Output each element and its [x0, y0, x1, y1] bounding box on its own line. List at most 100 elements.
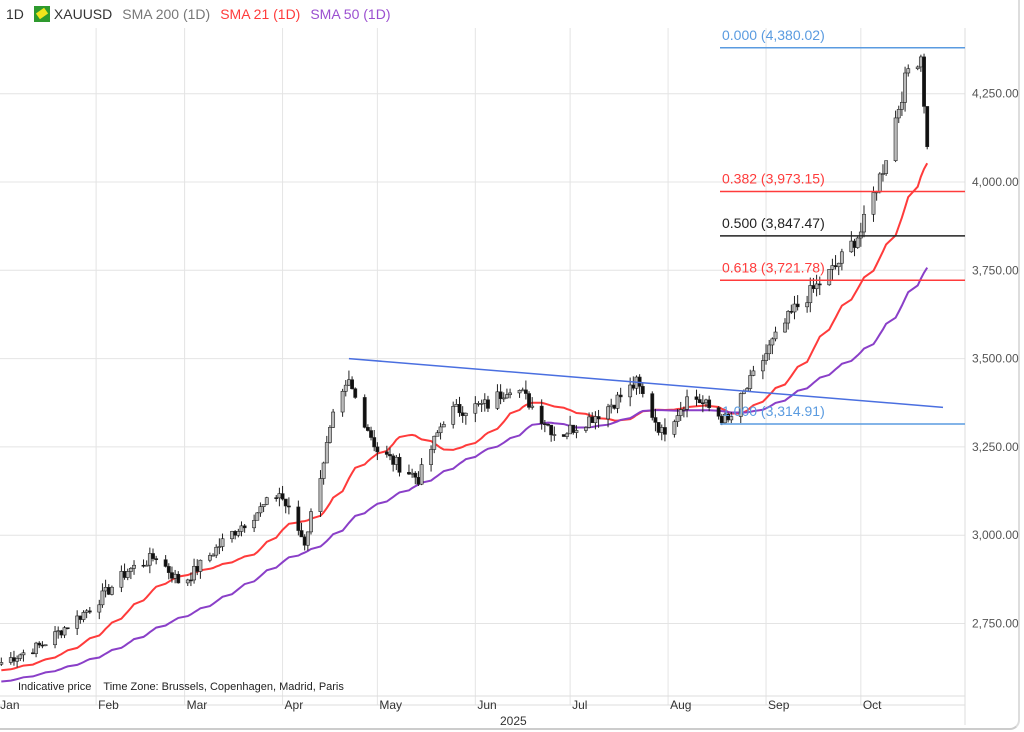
legend-sma200[interactable]: SMA 200 (1D) [122, 6, 211, 22]
candle [631, 384, 636, 389]
candle [751, 370, 756, 376]
candle [486, 399, 490, 409]
candle [0, 662, 4, 665]
candle [78, 615, 83, 620]
candle [151, 553, 155, 559]
candle [707, 399, 712, 408]
candle [328, 427, 332, 443]
candle [574, 430, 579, 433]
candle [539, 405, 544, 425]
sma-line-21 [1, 162, 929, 672]
candle [767, 344, 772, 355]
candle [128, 568, 133, 572]
candle [163, 559, 168, 567]
candle [309, 511, 313, 533]
month-label: Jan [0, 698, 20, 712]
candle [508, 392, 512, 395]
candle [397, 456, 402, 473]
candle [748, 375, 753, 389]
candle [429, 449, 433, 465]
candle [808, 285, 813, 304]
candle [100, 590, 105, 606]
candle [795, 303, 800, 308]
candle [198, 559, 203, 572]
candle [305, 531, 310, 546]
candle [353, 388, 358, 398]
candle [568, 424, 573, 435]
candle [770, 338, 775, 346]
candle [650, 393, 655, 418]
candle [416, 477, 421, 485]
candle [855, 237, 860, 248]
interval-label[interactable]: 1D [6, 6, 24, 22]
candle [242, 525, 247, 529]
candle [340, 391, 345, 413]
legend-sma50[interactable]: SMA 50 (1D) [310, 6, 391, 22]
candle [331, 411, 336, 428]
candle [125, 571, 130, 578]
month-label: Jun [477, 698, 497, 712]
candle [236, 531, 241, 536]
candle [694, 396, 699, 400]
candle [590, 416, 595, 424]
candle [672, 421, 677, 435]
candle [839, 251, 844, 264]
candle [362, 397, 367, 428]
candle [476, 403, 481, 405]
candle [97, 604, 102, 613]
legend-sma21[interactable]: SMA 21 (1D) [220, 6, 301, 22]
candle [53, 631, 57, 646]
candle [814, 283, 819, 290]
candle [141, 564, 146, 567]
candle [8, 657, 13, 663]
month-label: May [379, 698, 403, 712]
candle [827, 269, 832, 286]
candle [441, 424, 446, 428]
candle [12, 657, 16, 662]
candle [280, 493, 285, 500]
fib-label-0.500: 0.500 (3,847.47) [722, 215, 825, 231]
candle [173, 573, 178, 579]
candle [255, 512, 260, 521]
candle [571, 424, 576, 433]
candle [871, 192, 876, 215]
candle [561, 434, 566, 437]
candle [21, 652, 26, 656]
candle [862, 213, 866, 233]
month-label: Apr [284, 698, 304, 712]
symbol-label[interactable]: XAUUSD [53, 6, 113, 22]
candle [463, 412, 468, 416]
candle [62, 627, 67, 636]
candle [918, 56, 923, 68]
candle [87, 610, 92, 613]
candle [154, 558, 159, 561]
candle [587, 416, 591, 428]
candle [783, 322, 787, 333]
candle [858, 231, 863, 239]
candle [653, 417, 658, 423]
candle [530, 405, 535, 408]
candle [678, 409, 683, 416]
candle [789, 311, 794, 313]
candle [565, 433, 569, 437]
candle [394, 456, 399, 465]
candle [482, 399, 487, 404]
candle [584, 427, 588, 431]
candle [716, 407, 721, 417]
candle [896, 109, 901, 119]
candle [103, 587, 108, 592]
candle [501, 397, 506, 400]
candle [432, 435, 437, 450]
y-tick-label: 2,750.00 [972, 617, 1019, 631]
y-tick-label: 4,000.00 [972, 175, 1019, 189]
candle [549, 424, 554, 436]
candle [230, 531, 234, 540]
fib-label-1.000: 1.000 (3,314.91) [722, 403, 825, 419]
candle [659, 427, 664, 433]
candle [833, 265, 838, 268]
candle [189, 579, 193, 582]
candle [460, 412, 465, 416]
candle [283, 498, 288, 507]
